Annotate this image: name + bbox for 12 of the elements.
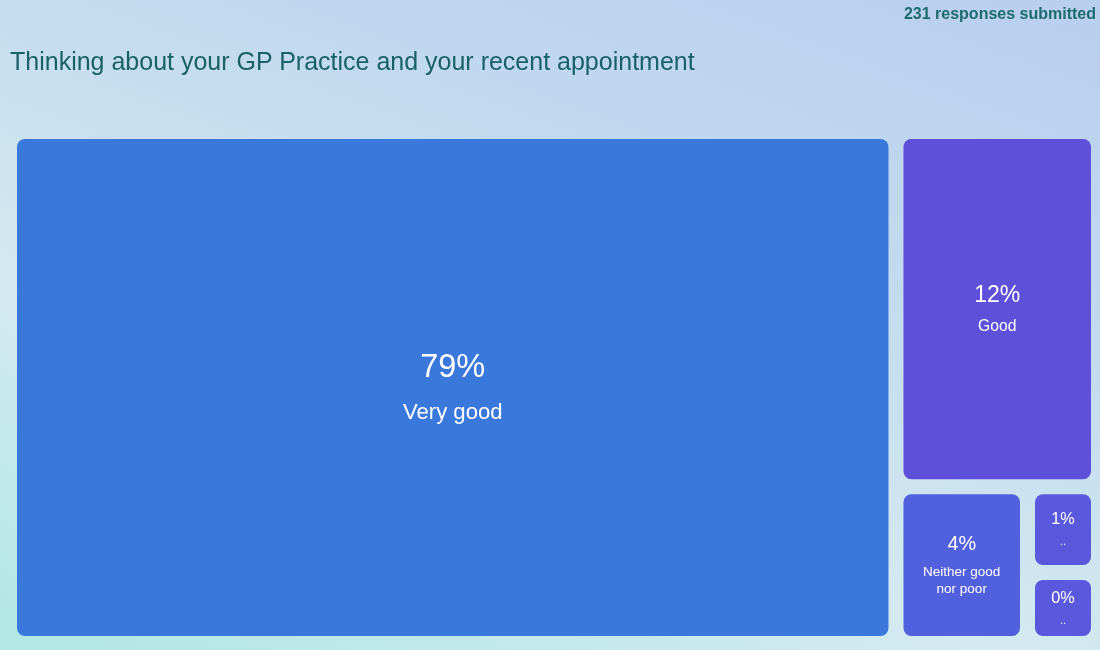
category-label: Good xyxy=(978,317,1017,335)
data-label: 12% xyxy=(974,280,1021,307)
text: 231 responses submitted xyxy=(903,5,1096,23)
data-label: 1% xyxy=(1051,509,1075,528)
data-label: 4% xyxy=(947,532,977,555)
text: Thinking about your GP Practice and your recent appointment xyxy=(10,46,695,75)
category-label: .. xyxy=(1059,613,1067,626)
data-label: 0% xyxy=(1051,587,1075,606)
data-label: 79% xyxy=(420,348,486,385)
category-label: .. xyxy=(1059,535,1067,548)
category-label: Neither good nor poor xyxy=(923,563,1001,596)
category-label: Very good xyxy=(402,398,503,424)
